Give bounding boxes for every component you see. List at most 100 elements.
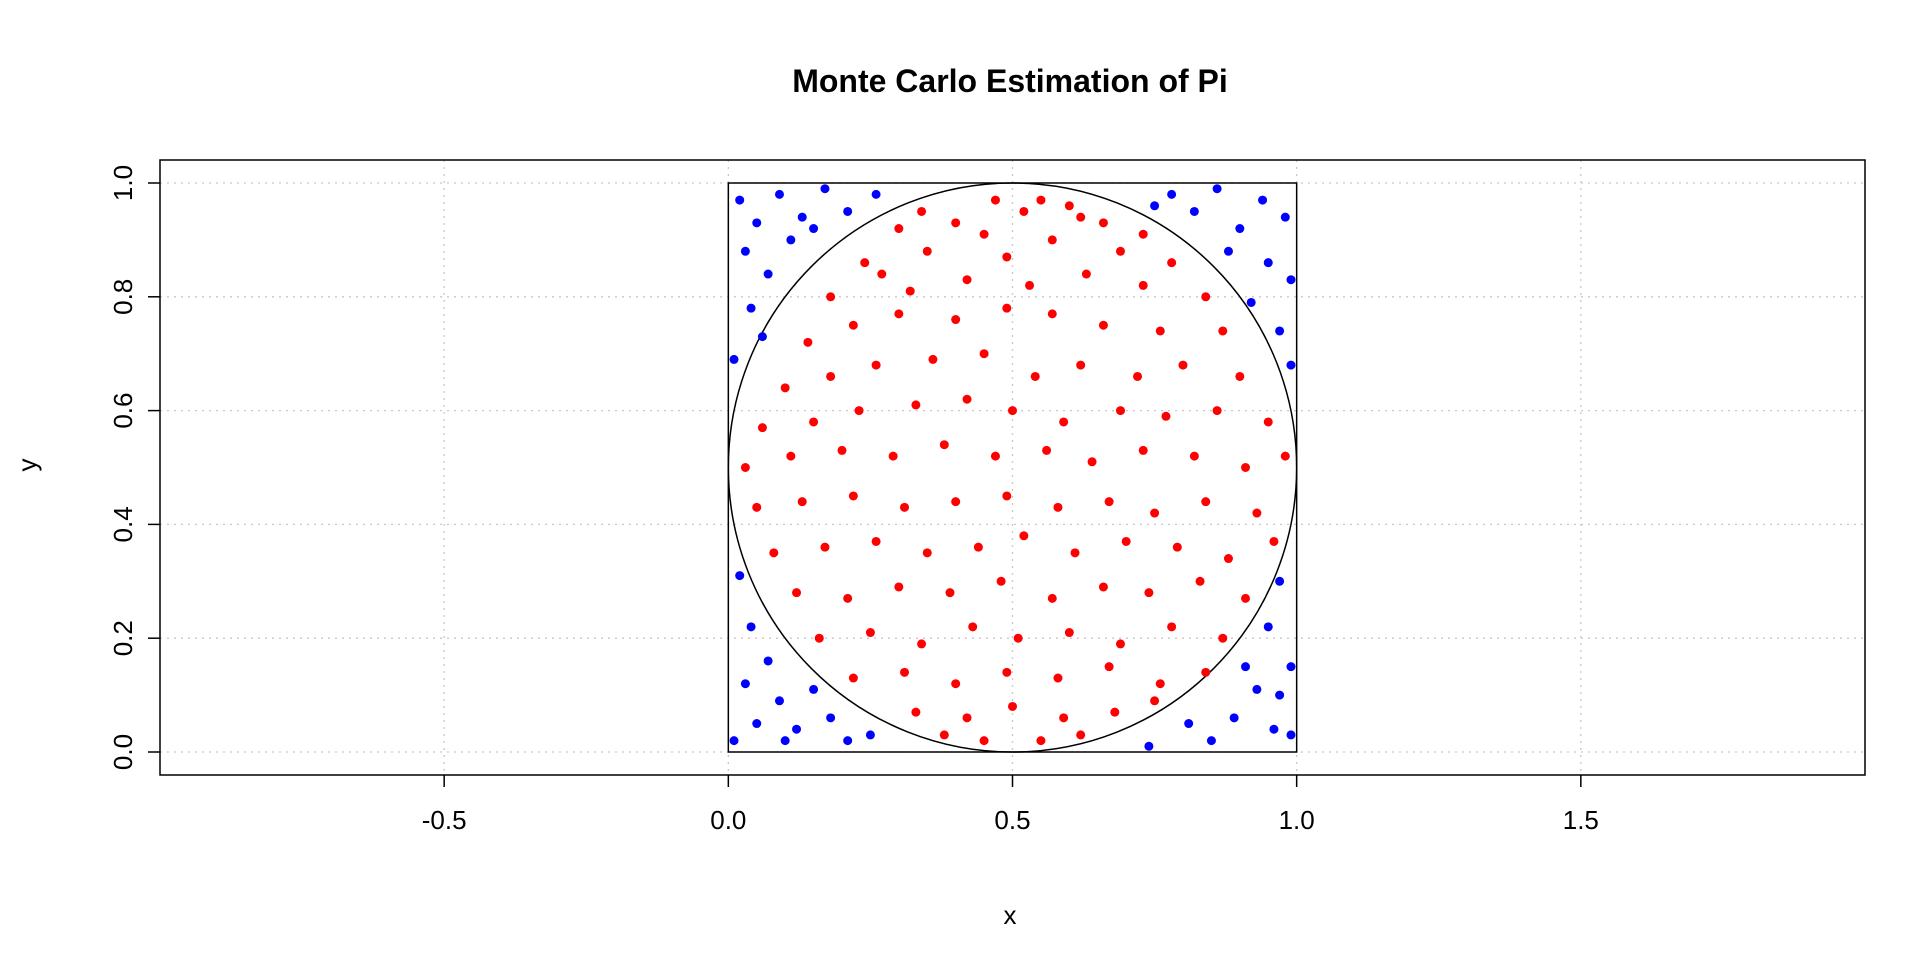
point-inside: [1263, 417, 1273, 427]
point-inside: [1235, 371, 1245, 381]
point-outside: [774, 189, 784, 199]
point-inside: [1064, 628, 1074, 638]
point-inside: [1155, 326, 1165, 336]
y-tick-label: 0.2: [108, 620, 138, 656]
point-outside: [809, 224, 819, 234]
y-tick-label: 0.4: [108, 506, 138, 542]
point-inside: [939, 440, 949, 450]
point-outside: [1275, 690, 1285, 700]
point-inside: [1030, 371, 1040, 381]
point-inside: [951, 679, 961, 689]
point-inside: [962, 713, 972, 723]
x-tick-label: 1.0: [1279, 805, 1315, 835]
point-inside: [814, 633, 824, 643]
point-inside: [1138, 280, 1148, 290]
point-outside: [1229, 713, 1239, 723]
point-outside: [752, 719, 762, 729]
point-inside: [871, 360, 881, 370]
point-inside: [1150, 696, 1160, 706]
point-inside: [1002, 303, 1012, 313]
point-inside: [843, 593, 853, 603]
point-inside: [1212, 406, 1222, 416]
y-tick-label: 0.6: [108, 393, 138, 429]
point-inside: [1036, 736, 1046, 746]
point-inside: [1104, 662, 1114, 672]
point-inside: [968, 622, 978, 632]
point-inside: [1076, 360, 1086, 370]
point-inside: [865, 628, 875, 638]
point-inside: [1059, 713, 1069, 723]
point-inside: [1047, 593, 1057, 603]
point-inside: [1076, 730, 1086, 740]
point-inside: [990, 195, 1000, 205]
point-inside: [973, 542, 983, 552]
point-outside: [1206, 736, 1216, 746]
point-inside: [1144, 588, 1154, 598]
y-axis-label: y: [12, 459, 42, 472]
point-inside: [894, 309, 904, 319]
point-inside: [1121, 536, 1131, 546]
point-inside: [1087, 457, 1097, 467]
point-inside: [1019, 531, 1029, 541]
point-inside: [900, 667, 910, 677]
point-outside: [1286, 662, 1296, 672]
point-outside: [740, 679, 750, 689]
y-tick-label: 1.0: [108, 165, 138, 201]
point-inside: [900, 502, 910, 512]
point-inside: [1201, 292, 1211, 302]
point-inside: [917, 639, 927, 649]
point-outside: [871, 189, 881, 199]
point-inside: [1241, 463, 1251, 472]
point-inside: [1053, 502, 1063, 512]
x-axis-label: x: [1004, 900, 1017, 930]
point-inside: [1241, 593, 1251, 603]
x-tick-label: 1.5: [1563, 805, 1599, 835]
point-inside: [979, 736, 989, 746]
point-inside: [1115, 639, 1125, 649]
point-inside: [1155, 679, 1165, 689]
point-inside: [1189, 451, 1199, 461]
point-outside: [1280, 212, 1290, 222]
point-inside: [797, 497, 807, 507]
point-outside: [797, 212, 807, 222]
point-inside: [1104, 497, 1114, 507]
y-tick-label: 0.8: [108, 279, 138, 315]
point-inside: [860, 258, 870, 268]
point-inside: [848, 320, 858, 330]
point-inside: [1218, 633, 1228, 643]
point-inside: [826, 292, 836, 302]
point-inside: [1064, 201, 1074, 211]
point-inside: [1269, 536, 1279, 546]
point-outside: [1275, 576, 1285, 586]
point-outside: [774, 696, 784, 706]
point-inside: [1025, 280, 1035, 290]
x-tick-label: 0.5: [994, 805, 1030, 835]
point-outside: [1246, 297, 1256, 307]
point-inside: [962, 275, 972, 285]
point-outside: [1167, 189, 1177, 199]
point-outside: [1189, 206, 1199, 216]
point-inside: [1036, 195, 1046, 205]
point-inside: [888, 451, 898, 461]
point-inside: [1133, 371, 1143, 381]
point-outside: [843, 206, 853, 216]
point-inside: [1047, 235, 1057, 245]
point-outside: [1258, 195, 1268, 205]
point-outside: [1212, 184, 1222, 194]
point-inside: [1201, 497, 1211, 507]
point-inside: [951, 497, 961, 507]
point-inside: [1047, 309, 1057, 319]
point-inside: [1059, 417, 1069, 427]
point-inside: [1053, 673, 1063, 683]
point-inside: [1223, 554, 1233, 564]
point-outside: [1263, 622, 1273, 632]
point-outside: [752, 218, 762, 228]
point-inside: [945, 588, 955, 598]
point-inside: [809, 417, 819, 427]
y-axis: 0.0 0.2 0.4 0.6 0.8 1.0: [108, 165, 160, 770]
point-inside: [1218, 326, 1228, 336]
point-inside: [1178, 360, 1188, 370]
point-inside: [1167, 258, 1177, 268]
point-outside: [1252, 684, 1262, 694]
